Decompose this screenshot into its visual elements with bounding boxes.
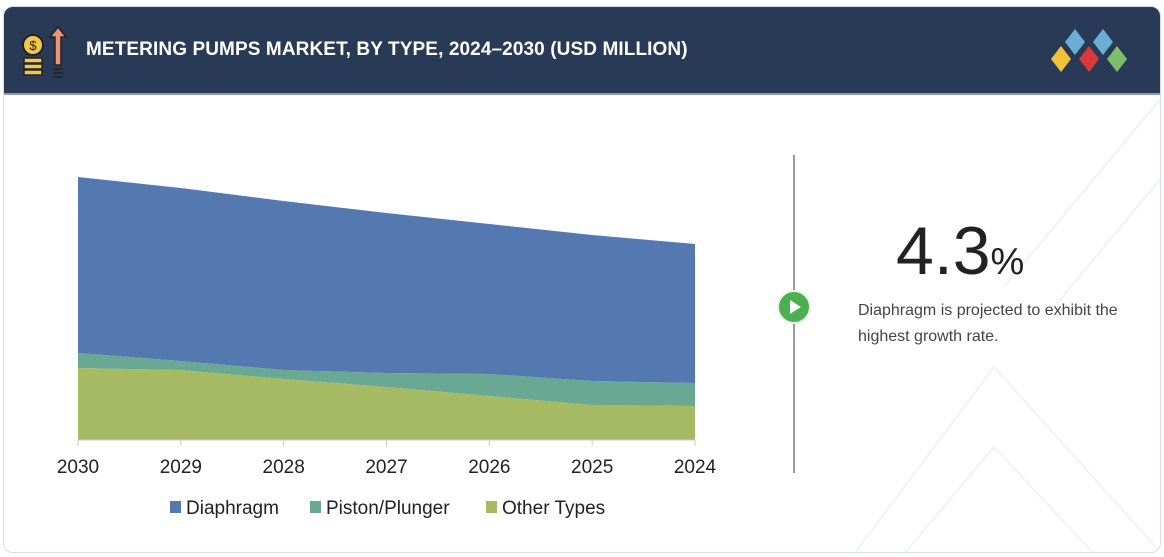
money-growth-icon: $ xyxy=(22,25,68,78)
legend-swatch xyxy=(170,501,181,513)
legend-label: Diaphragm xyxy=(186,498,279,519)
x-tick-label: 2024 xyxy=(674,457,717,478)
x-tick-label: 2030 xyxy=(57,457,99,478)
diamond-logo xyxy=(1051,29,1127,72)
area-other-types xyxy=(78,368,695,440)
legend-label: Other Types xyxy=(502,498,605,519)
background-decoration xyxy=(854,98,1160,552)
header-bar: $ METERING PUMPS MARKET, BY TYPE, 2024–2… xyxy=(4,7,1160,95)
svg-text:$: $ xyxy=(29,38,37,53)
growth-rate: 4.3% xyxy=(896,212,1024,290)
x-tick-label: 2026 xyxy=(468,457,510,478)
growth-description: Diaphragm is projected to exhibit the hi… xyxy=(858,302,1118,345)
chart-title: METERING PUMPS MARKET, BY TYPE, 2024–203… xyxy=(86,39,688,60)
x-tick-label: 2025 xyxy=(571,457,613,478)
legend-label: Piston/Plunger xyxy=(326,498,450,519)
x-tick-label: 2028 xyxy=(263,457,305,478)
area-diaphragm xyxy=(78,177,695,383)
growth-value: 4.3 xyxy=(896,213,991,289)
x-tick-label: 2029 xyxy=(160,457,202,478)
growth-unit: % xyxy=(990,241,1025,283)
legend-swatch xyxy=(310,501,321,513)
area-piston-plunger xyxy=(78,353,695,406)
x-tick-label: 2027 xyxy=(365,457,407,478)
legend-swatch xyxy=(486,501,497,513)
play-icon xyxy=(777,290,811,324)
